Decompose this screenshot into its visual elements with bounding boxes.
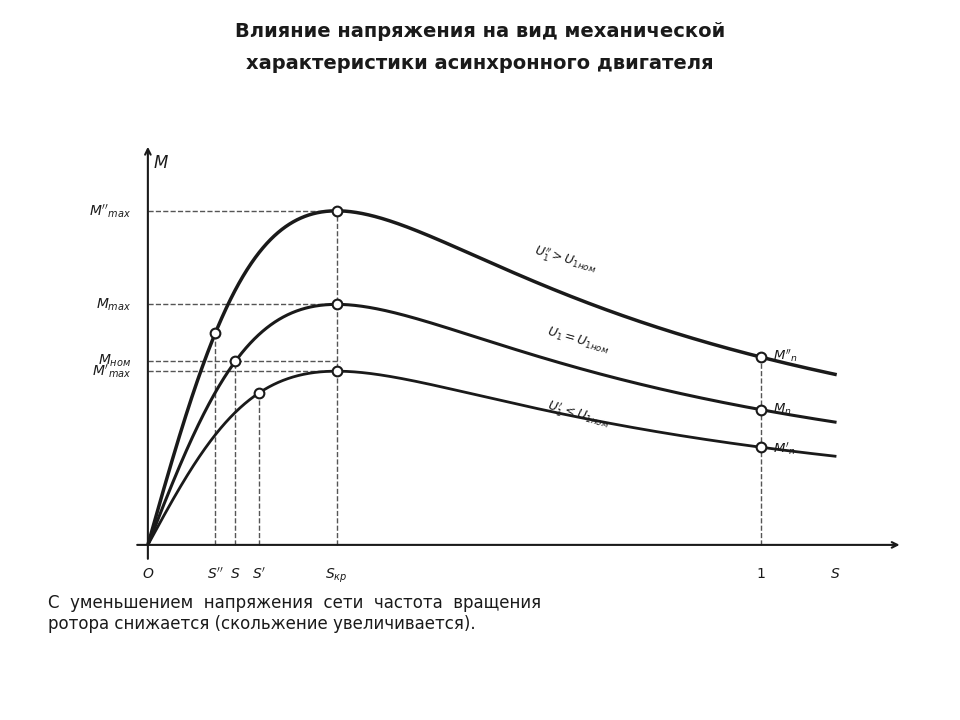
Text: $1$: $1$	[756, 567, 766, 580]
Text: $S_{кр}$: $S_{кр}$	[325, 567, 348, 585]
Text: $M''_{max}$: $M''_{max}$	[89, 202, 131, 220]
Text: $M_n$: $M_n$	[773, 402, 792, 417]
Text: Влияние напряжения на вид механической: Влияние напряжения на вид механической	[235, 22, 725, 40]
Text: $S$: $S$	[829, 567, 840, 580]
Text: $M'_n$: $M'_n$	[773, 441, 796, 457]
Text: характеристики асинхронного двигателя: характеристики асинхронного двигателя	[246, 54, 714, 73]
Text: $U_1 = U_{1ном}$: $U_1 = U_{1ном}$	[545, 325, 612, 357]
Text: $S''$: $S''$	[206, 567, 224, 582]
Text: $U_1' < U_{1ном}$: $U_1' < U_{1ном}$	[545, 397, 612, 432]
Text: $M'_{max}$: $M'_{max}$	[91, 362, 131, 380]
Text: $M$: $M$	[154, 154, 169, 172]
Text: $M_{max}$: $M_{max}$	[96, 296, 131, 312]
Text: $S'$: $S'$	[252, 567, 266, 582]
Text: $S$: $S$	[230, 567, 241, 580]
Text: $O$: $O$	[142, 567, 154, 580]
Text: $M_{ном}$: $M_{ном}$	[98, 353, 131, 369]
Text: С  уменьшением  напряжения  сети  частота  вращения
ротора снижается (скольжение: С уменьшением напряжения сети частота вр…	[48, 594, 541, 633]
Text: $M''_n$: $M''_n$	[773, 347, 798, 364]
Text: $U_1'' > U_{1ном}$: $U_1'' > U_{1ном}$	[532, 241, 599, 276]
